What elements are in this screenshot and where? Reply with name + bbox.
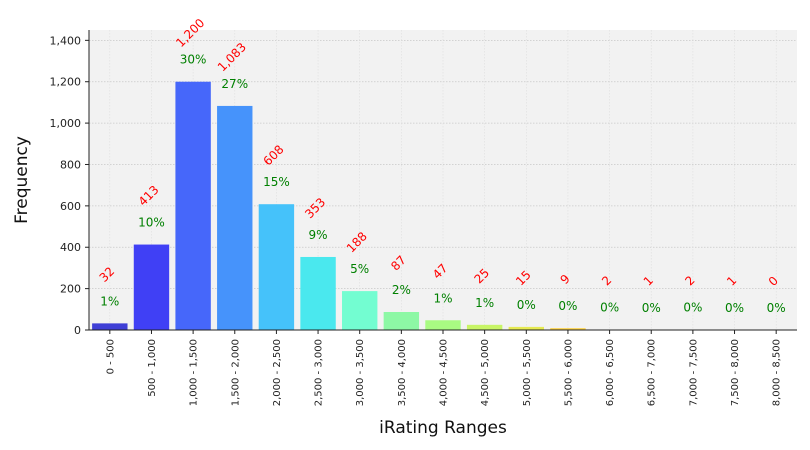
y-tick-label: 600 [60,200,81,213]
percent-label: 0% [725,301,744,315]
bar [383,312,420,330]
percent-label: 0% [600,301,619,315]
percent-label: 1% [100,294,119,308]
bar [342,291,378,330]
x-tick-label: 2,500 - 3,000 [314,339,325,406]
percent-label: 1% [475,296,494,310]
x-tick-label: 0 - 500 [105,339,116,374]
bar [550,328,586,330]
y-tick-label: 200 [60,283,81,296]
y-tick-label: 0 [74,324,81,337]
y-ticks: 0 200 400 600 800 1,000 1,200 1,400 [50,34,89,337]
x-tick-label: 6,500 - 7,000 [647,339,658,406]
percent-label: 1% [433,291,452,305]
y-tick-label: 1,200 [50,76,82,89]
percent-label: 27% [221,77,248,91]
percent-label: 0% [767,301,786,315]
x-tick-label: 5,000 - 5,500 [522,339,533,406]
percent-label: 10% [138,216,165,230]
bar [175,81,211,330]
bar [133,244,170,330]
percent-label: 15% [263,175,290,189]
bar [217,105,253,331]
y-tick-label: 400 [60,241,81,254]
x-tick-label: 3,000 - 3,500 [355,339,366,406]
x-tick-label: 2,000 - 2,500 [272,339,283,406]
bar [92,323,128,330]
percent-label: 0% [517,298,536,312]
x-tick-label: 1,500 - 2,000 [230,339,241,406]
y-tick-label: 800 [60,158,81,171]
x-tick-label: 7,500 - 8,000 [730,339,741,406]
y-tick-label: 1,000 [50,117,82,130]
percent-label: 2% [392,283,411,297]
x-tick-label: 3,500 - 4,000 [397,339,408,406]
y-tick-label: 1,400 [50,34,82,47]
x-tick-label: 500 - 1,000 [147,339,158,397]
x-tick-label: 6,000 - 6,500 [605,339,616,406]
bar [425,320,461,330]
percent-label: 0% [558,299,577,313]
bar [258,204,295,330]
percent-label: 0% [642,301,661,315]
x-tick-label: 5,500 - 6,000 [563,339,574,406]
x-ticks: 0 - 500 500 - 1,000 1,000 - 1,500 1,500 - 2… [105,330,783,406]
x-tick-label: 7,000 - 7,500 [688,339,699,406]
percent-label: 9% [309,228,328,242]
percent-label: 0% [683,301,702,315]
x-tick-label: 4,500 - 5,000 [480,339,491,406]
x-tick-label: 1,000 - 1,500 [189,339,200,406]
bars [92,81,753,331]
x-axis-label: iRating Ranges [379,418,507,438]
bar [300,256,336,330]
bar [466,324,503,330]
x-tick-label: 8,000 - 8,500 [772,339,783,406]
percent-label: 30% [180,53,207,67]
bar [508,326,544,330]
y-axis-label: Frequency [12,136,32,224]
percent-label: 5% [350,262,369,276]
x-tick-label: 4,000 - 4,500 [439,339,450,406]
